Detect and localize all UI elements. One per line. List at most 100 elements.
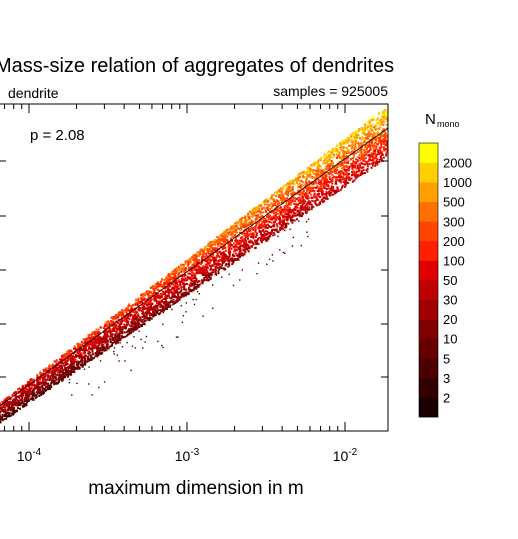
scatter-point xyxy=(321,182,324,185)
scatter-point xyxy=(327,192,329,195)
scatter-point xyxy=(370,127,373,130)
scatter-point xyxy=(372,134,374,136)
scatter-point xyxy=(265,239,267,242)
scatter-point xyxy=(32,394,35,397)
scatter-point xyxy=(215,254,218,257)
scatter-point xyxy=(262,236,265,238)
scatter-point xyxy=(381,134,384,137)
scatter-point xyxy=(270,216,273,219)
scatter-point xyxy=(284,210,287,213)
scatter-point xyxy=(158,285,161,288)
scatter-point xyxy=(47,374,50,377)
scatter-point xyxy=(197,259,200,262)
scatter-point xyxy=(174,268,176,271)
scatter-point xyxy=(257,226,260,229)
scatter-point xyxy=(197,266,200,269)
scatter-point xyxy=(328,167,331,170)
scatter-point xyxy=(169,289,172,292)
scatter-point xyxy=(93,342,95,345)
scatter-point xyxy=(301,212,304,215)
scatter-point xyxy=(349,135,352,138)
scatter-point xyxy=(299,179,302,182)
scatter-point xyxy=(148,303,151,306)
scatter-point xyxy=(320,172,323,175)
scatter-point xyxy=(236,231,238,234)
scatter-point xyxy=(129,315,132,318)
scatter-point xyxy=(342,149,345,152)
scatter-point xyxy=(273,211,275,214)
scatter-point xyxy=(327,172,330,174)
scatter-point xyxy=(150,317,153,320)
scatter-point xyxy=(153,299,156,302)
scatter-point xyxy=(286,194,289,197)
scatter-point xyxy=(379,148,382,151)
scatter-point xyxy=(178,272,181,275)
scatter-point xyxy=(341,162,344,165)
scatter-point xyxy=(38,382,41,385)
scatter-point xyxy=(381,121,384,124)
scatter-point xyxy=(68,373,71,375)
scatter-point xyxy=(100,337,103,340)
scatter-point xyxy=(209,273,212,276)
scatter-point xyxy=(305,212,308,215)
scatter-point xyxy=(193,279,196,282)
scatter-point xyxy=(243,250,246,253)
scatter-point xyxy=(57,381,60,383)
scatter-point xyxy=(112,325,114,328)
scatter-point xyxy=(92,338,95,341)
scatter-point xyxy=(369,128,372,131)
scatter-point xyxy=(116,341,119,344)
scatter-point xyxy=(209,252,212,255)
scatter-point xyxy=(237,234,240,237)
scatter-point xyxy=(160,301,163,304)
scatter-point xyxy=(69,365,72,368)
scatter-point xyxy=(286,197,289,200)
scatter-point xyxy=(245,223,248,226)
scatter-point xyxy=(88,351,91,354)
scatter-point xyxy=(78,354,81,357)
scatter-point xyxy=(64,358,67,361)
scatter-point xyxy=(373,143,376,146)
scatter-point xyxy=(218,263,221,266)
scatter-point xyxy=(124,325,127,327)
scatter-point xyxy=(47,382,50,385)
scatter-point xyxy=(66,375,69,378)
scatter-point xyxy=(348,176,351,179)
scatter-point xyxy=(132,325,135,328)
scatter-point xyxy=(50,386,53,389)
scatter-point xyxy=(358,137,361,140)
scatter-point xyxy=(88,341,91,343)
scatter-point xyxy=(336,178,339,181)
scatter-point xyxy=(64,353,67,356)
scatter-point xyxy=(95,340,98,343)
scatter-point xyxy=(232,253,234,256)
scatter-point xyxy=(110,330,113,333)
scatter-point xyxy=(227,255,230,258)
scatter-point xyxy=(304,184,307,187)
scatter-point xyxy=(370,154,373,157)
scatter-point xyxy=(302,174,304,177)
scatter-point xyxy=(183,294,185,297)
scatter-point xyxy=(312,168,315,171)
scatter-point xyxy=(380,122,383,125)
scatter-point xyxy=(312,182,315,185)
scatter-point xyxy=(289,211,292,214)
scatter-point xyxy=(206,247,209,250)
scatter-point xyxy=(59,358,61,361)
scatter-point xyxy=(374,128,377,131)
scatter-point xyxy=(165,296,168,299)
scatter-point xyxy=(7,409,9,412)
scatter-point xyxy=(256,241,258,244)
scatter-point xyxy=(85,341,88,344)
scatter-point xyxy=(287,185,290,188)
scatter-point xyxy=(136,311,139,314)
scatter-point xyxy=(61,361,64,364)
scatter-point xyxy=(261,234,264,236)
scatter-point xyxy=(277,194,280,197)
scatter-point xyxy=(227,243,230,245)
scatter-point xyxy=(290,216,292,219)
scatter-point xyxy=(370,166,373,169)
scatter-point xyxy=(324,162,327,165)
scatter-point xyxy=(260,241,263,244)
scatter-point xyxy=(37,386,40,389)
